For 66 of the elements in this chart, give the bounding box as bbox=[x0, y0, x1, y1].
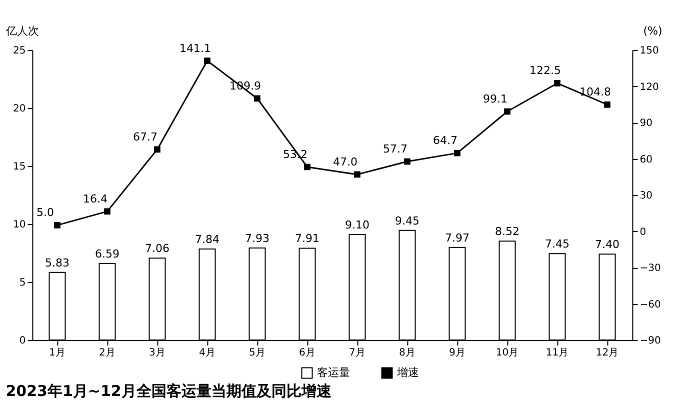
text: 2023年1月~12月全国客运量当期值及同比增速 bbox=[6, 382, 332, 400]
point bbox=[254, 95, 260, 102]
point bbox=[204, 58, 210, 64]
y2-tick-label: 150 bbox=[640, 46, 659, 56]
x-tick-label: 9月 bbox=[449, 348, 466, 358]
point bbox=[354, 171, 360, 178]
x-tick-label: 10月 bbox=[496, 348, 519, 358]
point bbox=[554, 80, 560, 86]
data-label: 5.83 bbox=[44, 256, 70, 270]
data-label: 7.97 bbox=[444, 232, 470, 245]
data-label: 7.93 bbox=[244, 232, 270, 246]
point bbox=[104, 208, 110, 215]
data-label: 7.91 bbox=[294, 232, 320, 246]
data-label: 57.7 bbox=[382, 142, 408, 156]
x-tick-label: 8月 bbox=[399, 348, 416, 358]
y2-tick-label: −90 bbox=[640, 336, 661, 346]
point bbox=[404, 158, 410, 165]
x-tick-label: 2月 bbox=[99, 348, 116, 358]
legend-label: 增速 bbox=[396, 366, 419, 379]
y-tick-label: 10 bbox=[13, 220, 26, 230]
y-axis-title: 亿人次 bbox=[5, 24, 40, 38]
y2-tick-label: −30 bbox=[640, 263, 661, 274]
point bbox=[604, 101, 610, 108]
y2-tick-label: 90 bbox=[640, 118, 652, 129]
data-label: 7.84 bbox=[194, 233, 220, 246]
data-label: 104.8 bbox=[579, 86, 611, 99]
y2-tick-label: −60 bbox=[640, 299, 661, 310]
x-tick-label: 7月 bbox=[349, 348, 366, 358]
data-label: 8.52 bbox=[494, 225, 520, 238]
x-tick-label: 11月 bbox=[546, 348, 569, 358]
y2-tick-label: 60 bbox=[640, 154, 652, 166]
x-tick-label: 3月 bbox=[149, 348, 166, 358]
y2-tick-label: 30 bbox=[640, 190, 652, 202]
x-tick-label: 4月 bbox=[199, 348, 216, 358]
point bbox=[454, 150, 460, 156]
data-label: 6.59 bbox=[94, 248, 120, 261]
point bbox=[504, 108, 510, 115]
data-label: 7.45 bbox=[544, 238, 570, 251]
y-tick-label: 0 bbox=[19, 336, 26, 346]
data-label: 141.1 bbox=[179, 42, 211, 55]
x-tick-label: 1月 bbox=[49, 348, 66, 358]
y2-tick-label: 120 bbox=[640, 82, 659, 93]
data-label: 9.45 bbox=[394, 214, 420, 228]
data-label: 16.4 bbox=[82, 192, 108, 206]
data-label: 7.06 bbox=[144, 242, 170, 256]
y2-axis-title: (%) bbox=[643, 24, 662, 38]
y-tick-label: 15 bbox=[13, 162, 26, 172]
x-tick-label: 5月 bbox=[249, 348, 266, 358]
y-tick-label: 20 bbox=[13, 104, 26, 114]
point bbox=[154, 146, 160, 153]
legend-label: 客运量 bbox=[317, 366, 350, 379]
data-label: 9.10 bbox=[344, 218, 370, 232]
data-label: 7.40 bbox=[594, 238, 620, 252]
y2-tick-label: 0 bbox=[640, 226, 646, 238]
data-label: 99.1 bbox=[482, 92, 508, 106]
data-label: 122.5 bbox=[529, 64, 561, 78]
point bbox=[304, 164, 310, 170]
x-tick-label: 6月 bbox=[299, 348, 316, 358]
point bbox=[54, 222, 60, 228]
data-label: 64.7 bbox=[432, 134, 458, 148]
y-tick-label: 25 bbox=[13, 46, 26, 56]
x-tick-label: 12月 bbox=[596, 348, 619, 358]
data-label: 47.0 bbox=[332, 155, 358, 168]
data-label: 5.0 bbox=[36, 206, 54, 220]
y-tick-label: 5 bbox=[19, 278, 26, 288]
data-label: 67.7 bbox=[132, 130, 158, 144]
